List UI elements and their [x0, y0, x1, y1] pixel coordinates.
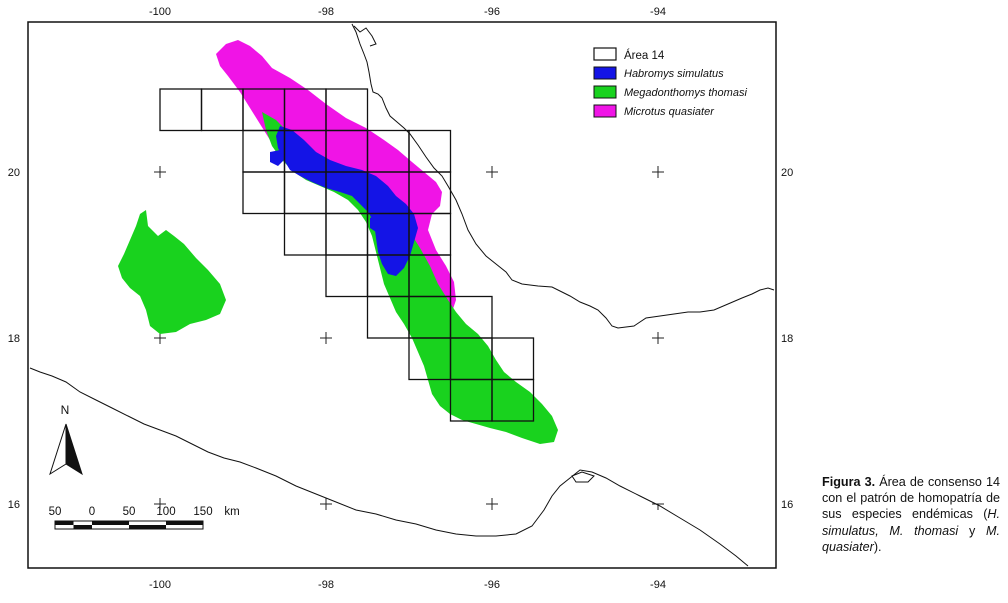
scale-label: 150	[193, 506, 212, 518]
top-tick-label: -96	[484, 6, 500, 18]
top-tick-label: -98	[318, 6, 334, 18]
right-tick-label: 18	[781, 333, 793, 345]
lagoon-outline	[571, 471, 595, 483]
north-label: N	[61, 403, 70, 417]
bottom-tick-label: -94	[650, 579, 666, 591]
right-tick-label: 16	[781, 499, 793, 511]
map-canvas: -100 -98 -96 -94 -100 -98 -96 -94 20 18 …	[8, 6, 794, 591]
figure-caption: Figura 3. Área de consenso 14 con el pat…	[822, 474, 1000, 555]
area-14-grid	[159, 88, 535, 422]
legend-label-microtus: Microtus quasiater	[624, 106, 715, 118]
bottom-tick-label: -98	[318, 579, 334, 591]
habromys-simulatus-range	[270, 126, 418, 276]
legend-label-area-14: Área 14	[624, 49, 665, 62]
legend-swatch-megadonthomys	[593, 85, 617, 99]
legend-swatch-microtus	[593, 104, 617, 118]
pacific-coastline	[29, 367, 749, 567]
bottom-tick-labels: -100 -98 -96 -94	[149, 579, 666, 591]
top-tick-label: -100	[149, 6, 171, 18]
caption-text: ).	[873, 539, 882, 554]
megadonthomys-thomasi-range	[118, 112, 558, 444]
gulf-coastline	[351, 23, 775, 329]
legend-label-megadonthomys: Megadonthomys thomasi	[624, 87, 747, 99]
bottom-tick-label: -96	[484, 579, 500, 591]
legend-swatch-habromys	[593, 66, 617, 80]
scale-label: 0	[89, 506, 95, 518]
top-tick-labels: -100 -98 -96 -94	[149, 6, 666, 18]
bottom-tick-label: -100	[149, 579, 171, 591]
legend: Área 14 Habromys simulatus Megadonthomys…	[593, 47, 747, 118]
north-arrow-right-half	[65, 423, 83, 476]
left-tick-label: 20	[8, 167, 20, 179]
right-tick-label: 20	[781, 167, 793, 179]
map-figure: -100 -98 -96 -94 -100 -98 -96 -94 20 18 …	[8, 6, 794, 591]
top-tick-label: -94	[650, 6, 666, 18]
north-arrow: N	[49, 403, 83, 476]
legend-label-habromys: Habromys simulatus	[624, 68, 724, 80]
left-tick-label: 18	[8, 333, 20, 345]
scale-bar: 50 0 50 100 150 km	[49, 506, 240, 530]
caption-figure-number: Figura 3.	[822, 475, 876, 489]
caption-species-italic: H. simulatus, M. thomasi	[822, 507, 1000, 538]
caption-text: y	[958, 523, 987, 538]
scale-unit: km	[224, 506, 239, 518]
caption-text: Área de consenso 14 con el patrón de hom…	[822, 475, 1001, 522]
legend-swatch-area-14	[593, 47, 617, 61]
scale-label: 50	[49, 506, 62, 518]
coastline-islet	[353, 25, 377, 47]
scale-label: 50	[123, 506, 136, 518]
left-tick-label: 16	[8, 499, 20, 511]
left-tick-labels: 20 18 16	[8, 167, 20, 511]
right-tick-labels: 20 18 16	[781, 167, 793, 511]
caption-species-italic: M. quasiater	[822, 523, 1001, 554]
scale-label: 100	[156, 506, 175, 518]
